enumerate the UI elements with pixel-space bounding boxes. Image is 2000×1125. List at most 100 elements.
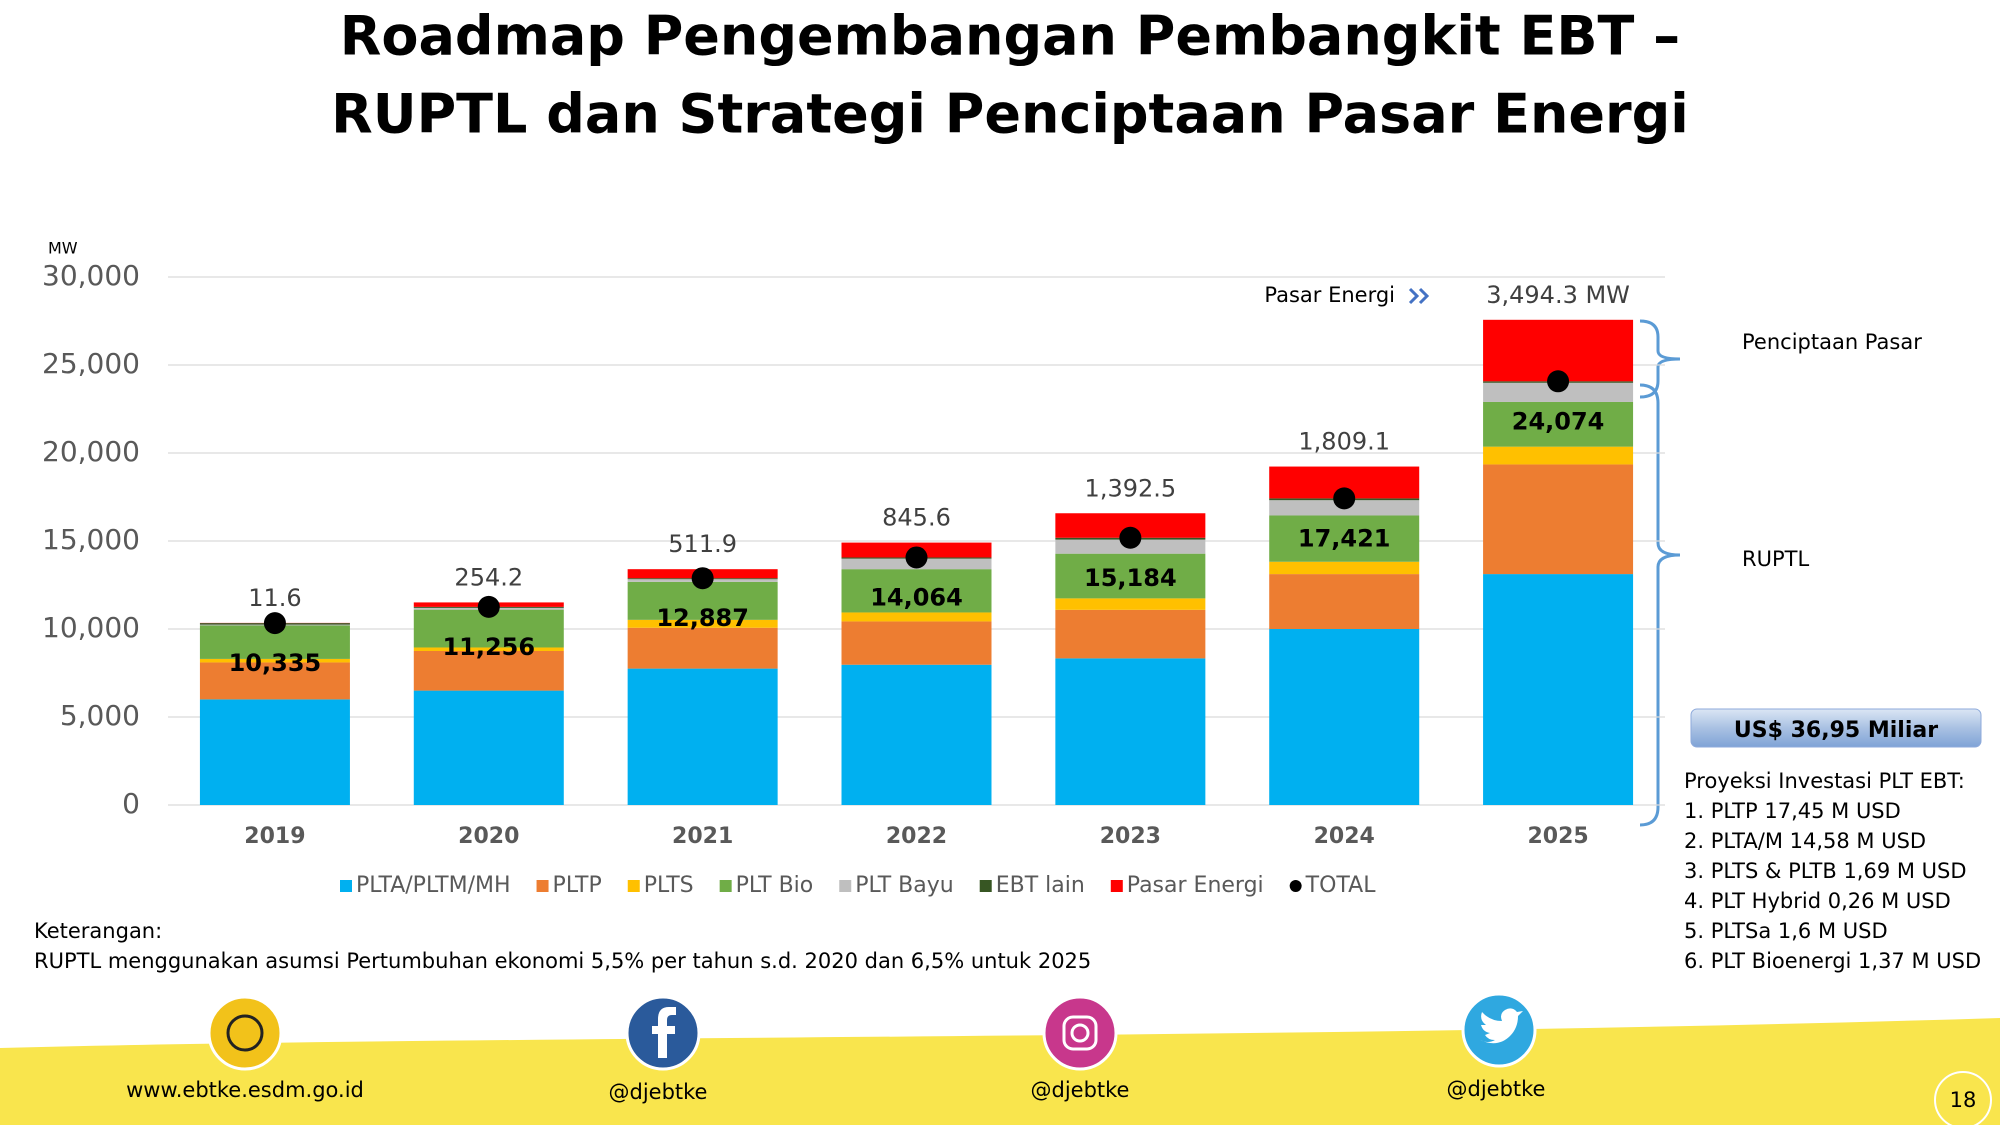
x-tick-label: 2023 [1100, 824, 1161, 849]
bar-segment [1483, 401, 1634, 447]
bar-segment [1055, 658, 1206, 805]
bar-segment [1269, 515, 1420, 562]
legend-swatch [536, 880, 549, 892]
instagram-glyph [1062, 1015, 1098, 1051]
investment-item: 4. PLT Hybrid 0,26 M USD [1684, 889, 1951, 913]
legend-entry: PLTA/PLTM/MH [356, 873, 511, 898]
footer-handle[interactable]: @djebtke [1031, 1078, 1130, 1102]
footer-handle[interactable]: @djebtke [1447, 1077, 1546, 1101]
title-line: RUPTL dan Strategi Penciptaan Pasar Ener… [331, 83, 1689, 146]
bar-segment [413, 647, 564, 651]
twitter-glyph [1480, 1008, 1523, 1044]
y-tick-label: 10,000 [42, 611, 140, 644]
x-tick-label: 2025 [1527, 824, 1588, 849]
total-label: 12,887 [656, 604, 749, 632]
legend-marker [1289, 880, 1302, 892]
x-tick-label: 2022 [886, 824, 947, 849]
investment-item: 5. PLTSa 1,6 M USD [1684, 919, 1888, 943]
total-marker [1333, 487, 1356, 510]
bar-segment [1055, 598, 1206, 610]
total-label: 17,421 [1298, 524, 1391, 552]
investment-item: 2. PLTA/M 14,58 M USD [1684, 829, 1926, 853]
bracket [1639, 383, 1681, 827]
legend-swatch [1110, 880, 1123, 892]
arrow-icon [1408, 287, 1430, 305]
web-icon-glyph [226, 1014, 264, 1052]
x-tick-label: 2021 [672, 824, 733, 849]
footer-handle[interactable]: @djebtke [609, 1080, 708, 1104]
y-tick-label: 25,000 [42, 347, 140, 380]
legend-entry: PLT Bio [736, 873, 814, 898]
page-badge [1934, 1071, 1992, 1125]
annotation: Pasar Energi [1264, 283, 1395, 307]
bar-segment [1269, 574, 1420, 629]
bar-segment [1483, 446, 1634, 465]
investment-item: 3. PLTS & PLTB 1,69 M USD [1684, 859, 1967, 883]
bar-segment [841, 569, 992, 613]
data-label: 1,809.1 [1298, 428, 1390, 456]
total-label: 24,074 [1512, 407, 1605, 435]
x-tick-label: 2019 [244, 824, 305, 849]
investment-total: US$ 36,95 Miliar [1734, 718, 1938, 743]
total-label: 11,256 [442, 633, 535, 661]
data-label: 511.9 [668, 530, 737, 558]
bar-segment [627, 668, 778, 805]
bar-segment [199, 658, 350, 663]
bar-segment [627, 627, 778, 669]
y-tick-label: 30,000 [42, 259, 140, 292]
bar-segment [841, 612, 992, 622]
total-marker [905, 546, 928, 569]
bar-segment [841, 621, 992, 665]
legend-swatch [719, 880, 732, 892]
legend-swatch [627, 880, 640, 892]
bar-segment [841, 664, 992, 805]
legend-swatch [979, 880, 992, 892]
bar-segment [413, 690, 564, 805]
bracket-label: Penciptaan Pasar [1742, 330, 1922, 354]
y-unit: MW [48, 239, 78, 258]
footer-website[interactable]: www.ebtke.esdm.go.id [126, 1078, 364, 1102]
legend-entry: Pasar Energi [1127, 873, 1264, 898]
bar-segment [1055, 553, 1206, 599]
notes-heading: Keterangan: [34, 919, 162, 943]
legend-swatch [340, 880, 352, 892]
y-tick-label: 15,000 [42, 523, 140, 556]
page-number: 18 [1950, 1088, 1977, 1112]
bar-segment [199, 699, 350, 805]
bar-segment [627, 619, 778, 628]
data-label: 1,392.5 [1085, 474, 1177, 502]
notes-text: RUPTL menggunakan asumsi Pertumbuhan eko… [34, 949, 1091, 973]
footer-band [0, 1018, 2000, 1125]
facebook-glyph [652, 1007, 676, 1058]
legend-entry: PLT Bayu [855, 873, 953, 898]
total-label: 15,184 [1084, 564, 1177, 592]
total-marker [1547, 370, 1570, 393]
investment-item: 6. PLT Bioenergi 1,37 M USD [1684, 949, 1981, 973]
total-marker [691, 567, 714, 590]
bar-segment [1483, 574, 1634, 805]
bracket-label: RUPTL [1742, 547, 1809, 571]
bar-segment [199, 662, 350, 700]
data-label: 11.6 [248, 584, 301, 612]
total-marker [477, 595, 500, 618]
bar-segment [1483, 464, 1634, 575]
chart: 0 5,000 10,000 15,000 20,000 25,000 30,000 2019… [42, 259, 1665, 898]
y-tick-label: 0 [122, 787, 140, 820]
data-label: 845.6 [882, 504, 951, 532]
investment-item: 1. PLTP 17,45 M USD [1684, 799, 1901, 823]
bar-segment [1483, 382, 1634, 402]
x-tick-label: 2020 [458, 824, 519, 849]
legend-entry: PLTS [644, 873, 694, 898]
total-marker [263, 612, 286, 635]
total-label: 14,064 [870, 583, 963, 611]
bracket [1639, 319, 1681, 399]
instagram-glyph [1070, 1023, 1090, 1043]
data-label: 254.2 [454, 563, 523, 591]
legend-swatch [839, 880, 852, 892]
investment-list: 1. PLTP 17,45 M USD 2. PLTA/M 14,58 M USD… [1684, 799, 1981, 973]
legend-entry: TOTAL [1305, 873, 1377, 898]
y-tick-label: 20,000 [42, 435, 140, 468]
investment-heading: Proyeksi Investasi PLT EBT: [1684, 769, 1965, 793]
total-label: 10,335 [229, 649, 322, 677]
